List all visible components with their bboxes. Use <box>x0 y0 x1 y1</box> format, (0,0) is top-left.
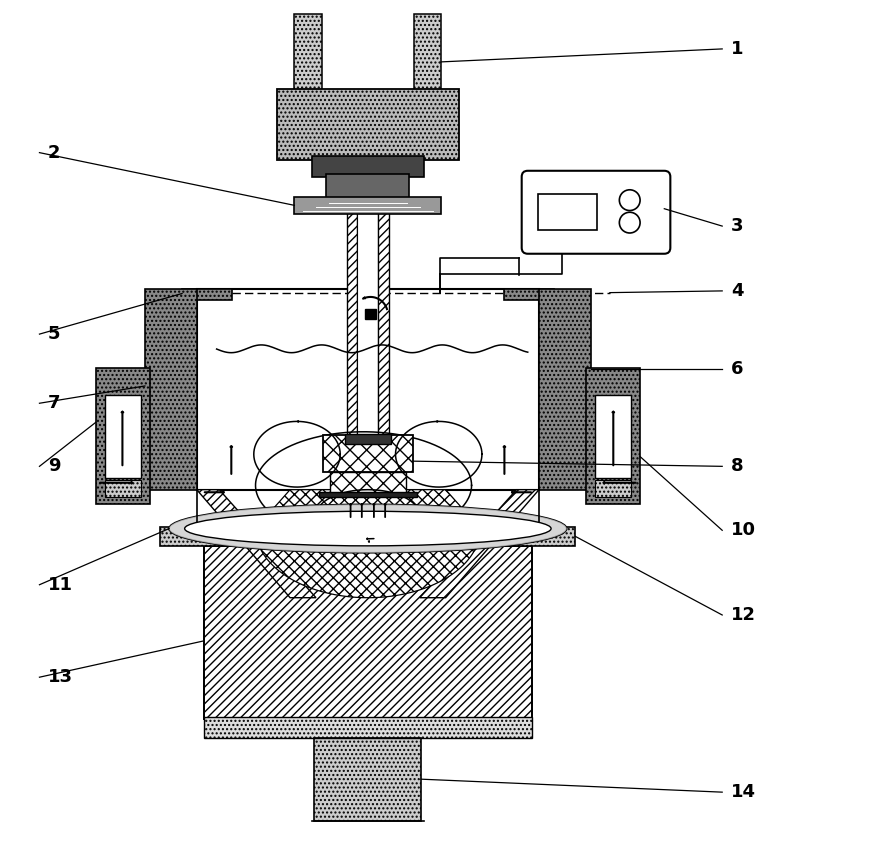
Text: 12: 12 <box>731 606 756 624</box>
Circle shape <box>620 190 640 211</box>
Text: 8: 8 <box>731 457 744 475</box>
Polygon shape <box>197 490 316 597</box>
Bar <box>539 290 591 490</box>
Bar <box>105 395 141 479</box>
Bar <box>277 88 459 160</box>
Ellipse shape <box>169 505 566 553</box>
Bar <box>347 199 357 435</box>
Bar <box>145 290 197 490</box>
Text: 3: 3 <box>731 217 743 235</box>
Bar <box>323 435 413 473</box>
Text: 13: 13 <box>48 668 73 686</box>
Bar <box>319 492 417 497</box>
Text: 2: 2 <box>48 144 60 161</box>
FancyBboxPatch shape <box>522 171 670 254</box>
Text: 11: 11 <box>48 576 73 594</box>
Bar <box>105 480 141 498</box>
Bar <box>329 473 406 494</box>
Circle shape <box>620 212 640 233</box>
Bar <box>197 290 539 490</box>
Ellipse shape <box>169 505 566 553</box>
Bar <box>295 197 441 214</box>
Bar <box>595 480 630 498</box>
Bar <box>365 309 376 319</box>
Ellipse shape <box>184 512 551 546</box>
Bar <box>326 174 409 199</box>
Text: 4: 4 <box>731 282 743 300</box>
Polygon shape <box>255 490 480 597</box>
Bar <box>586 368 640 505</box>
Bar <box>295 15 322 92</box>
Bar <box>161 527 575 546</box>
Bar <box>204 717 532 738</box>
Bar <box>204 546 532 719</box>
Polygon shape <box>420 490 539 597</box>
Text: 7: 7 <box>48 394 60 412</box>
Text: 9: 9 <box>48 457 60 475</box>
Bar <box>503 290 553 299</box>
Text: 5: 5 <box>48 325 60 343</box>
Text: 1: 1 <box>731 40 743 58</box>
Bar <box>312 156 424 177</box>
Text: 10: 10 <box>731 521 756 539</box>
Text: 6: 6 <box>731 360 743 378</box>
Bar <box>315 738 421 821</box>
Bar <box>413 15 441 92</box>
Bar <box>182 290 232 299</box>
Bar <box>357 199 378 435</box>
Text: 14: 14 <box>731 783 756 801</box>
Bar <box>595 395 630 479</box>
Bar <box>95 368 150 505</box>
Bar <box>538 194 597 231</box>
Bar <box>344 434 392 444</box>
Bar <box>378 199 389 435</box>
